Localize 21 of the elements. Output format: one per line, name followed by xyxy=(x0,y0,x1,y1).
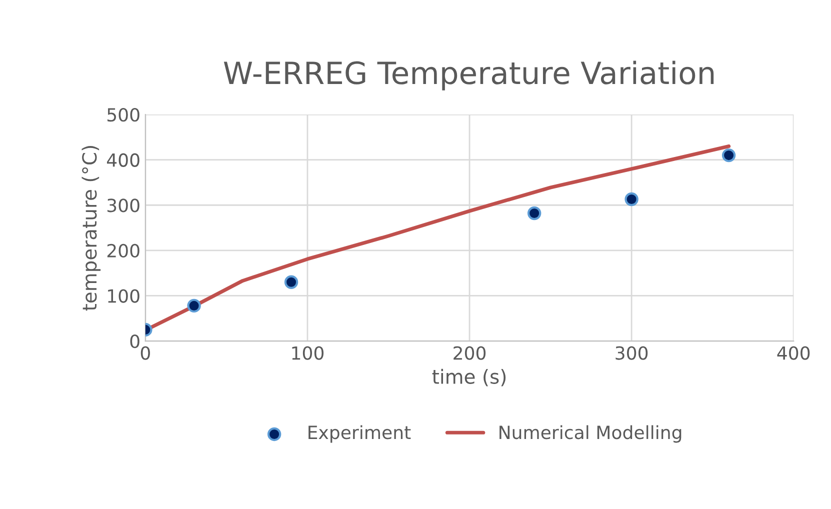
y-tick-label: 500 xyxy=(107,108,140,122)
y-tick-label: 200 xyxy=(107,244,140,258)
point xyxy=(624,192,638,206)
x-tick-label: 300 xyxy=(616,346,648,360)
legend-label: Experiment xyxy=(308,425,411,443)
legend-label: Numerical Modelling xyxy=(500,425,682,443)
x-axis-title: time (s) xyxy=(432,368,506,386)
point xyxy=(187,298,201,313)
x-tick-label: 200 xyxy=(454,346,486,360)
y-axis-title: temperature (°C) xyxy=(82,146,101,311)
y-tick-label: 0 xyxy=(130,334,140,348)
point xyxy=(722,148,736,162)
point xyxy=(284,275,298,289)
y-tick-label: 300 xyxy=(107,198,140,212)
y-tick-label: 100 xyxy=(108,289,140,303)
x-tick-label: 400 xyxy=(777,346,810,360)
y-tick-label: 400 xyxy=(106,153,140,167)
chart-title: W-ERREG Temperature Variation xyxy=(224,60,714,90)
point xyxy=(527,206,542,220)
x-tick-label: 100 xyxy=(292,346,324,360)
x-tick-label: 0 xyxy=(140,346,150,360)
